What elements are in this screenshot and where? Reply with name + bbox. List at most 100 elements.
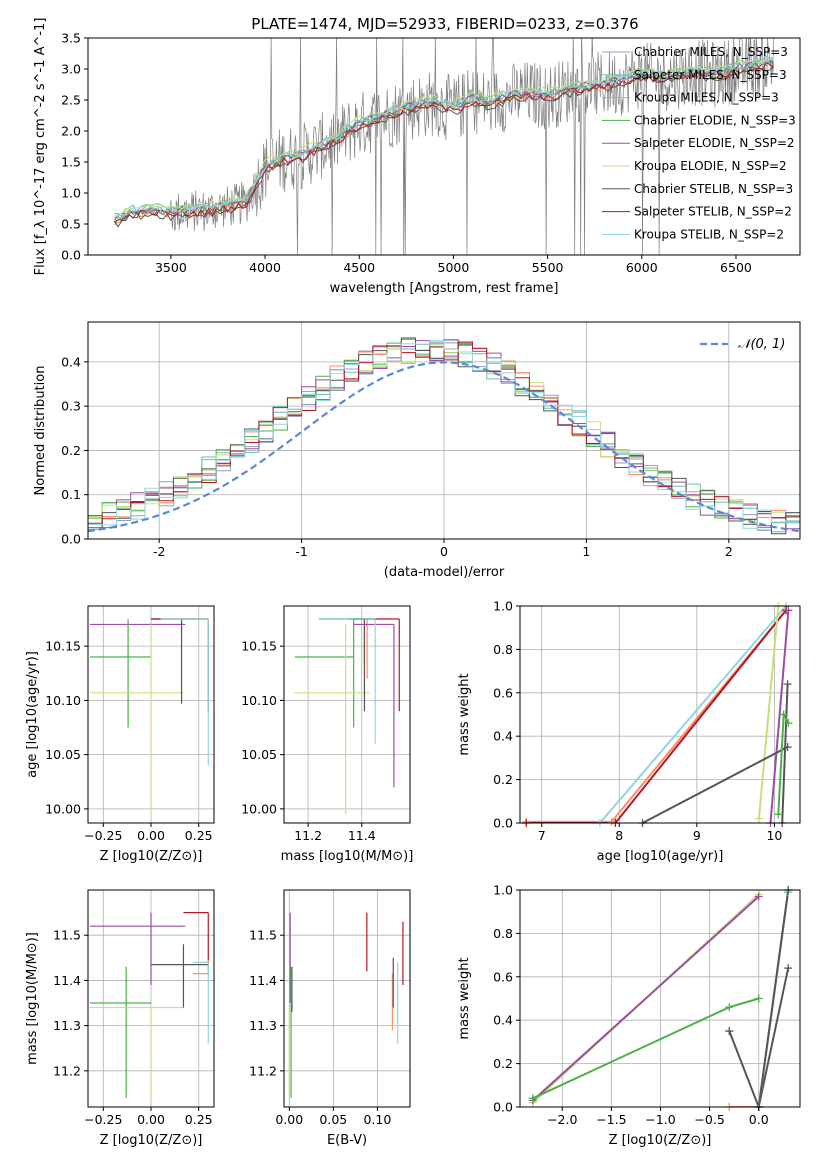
mass-weight-line	[599, 606, 787, 823]
y-tick-label: 0.2	[493, 1056, 513, 1071]
x-tick-label: 0.00	[275, 1112, 303, 1127]
x-tick-label: -2	[153, 544, 165, 559]
x-tick-label: 11.4	[348, 828, 376, 843]
y-tick-label: 1.0	[61, 186, 81, 201]
y-tick-label: 10.10	[241, 693, 277, 708]
legend-entry-label: Chabrier ELODIE, N_SSP=3	[634, 113, 796, 127]
spectrum-legend: Chabrier MILES, N_SSP=3 Salpeter MILES, N…	[602, 45, 796, 241]
x-tick-label: 0.25	[185, 1112, 213, 1127]
y-axis-label: mass [log10(M/M⊙)]	[25, 932, 40, 1065]
x-tick-label: 5000	[438, 260, 470, 275]
y-tick-label: 10.00	[241, 801, 277, 816]
x-tick-label: 11.2	[294, 828, 322, 843]
mass-weight-marker	[528, 1094, 537, 1103]
data-point-errorbar	[89, 1006, 184, 1098]
legend-entry-label: Chabrier STELIB, N_SSP=3	[634, 182, 793, 196]
residuals-plot-area	[88, 337, 800, 535]
data-point-errorbar	[151, 944, 209, 1008]
y-tick-label: 0.3	[61, 399, 81, 414]
mass-weight-marker	[784, 964, 793, 973]
figure-title: PLATE=1474, MJD=52933, FIBERID=0233, z=0…	[251, 15, 638, 33]
y-tick-label: 11.3	[53, 1018, 81, 1033]
x-axis-label: wavelength [Angstrom, rest frame]	[330, 281, 559, 296]
axes-frame	[87, 37, 801, 256]
y-tick-label: 0.5	[61, 217, 81, 232]
y-tick-label: 11.4	[53, 973, 81, 988]
y-axis-label: mass weight	[457, 673, 472, 755]
residual-histogram	[88, 341, 800, 524]
x-tick-label: 2	[725, 544, 733, 559]
x-tick-label: 3500	[155, 260, 187, 275]
y-tick-label: 3.0	[61, 62, 81, 77]
y-tick-label: 11.3	[249, 1018, 277, 1033]
y-tick-label: 2.5	[61, 93, 81, 108]
mass-weight-marker	[754, 994, 763, 1003]
mass-vs-Z-plot-area	[89, 912, 209, 1098]
normal-curve	[88, 361, 800, 533]
data-point-errorbar	[89, 966, 151, 1098]
mass-weight-marker	[784, 719, 793, 728]
y-tick-label: 10.05	[241, 747, 277, 762]
mass-weight-marker	[783, 743, 792, 752]
mass-weight-marker	[754, 892, 763, 901]
x-axis-label: age [log10(age/yr)]	[597, 849, 724, 864]
axes-frame	[283, 605, 411, 824]
x-axis-label: (data-model)/error	[384, 565, 505, 580]
mass-weight-line	[757, 890, 790, 1107]
mass-weight-line	[781, 684, 789, 823]
mass-weight-vs-age-panel: 7 8 9 10 0.0 0.2 0.4 0.6 0.8 1.0 age [log10(age/yr…	[457, 599, 801, 864]
y-tick-label: 10.05	[45, 747, 81, 762]
legend-entry-label: Salpeter STELIB, N_SSP=2	[634, 205, 792, 219]
y-tick-label: 10.10	[45, 693, 81, 708]
x-tick-label: −0.25	[84, 828, 122, 843]
x-axis-label: Z [log10(Z/Z⊙)]	[609, 1133, 712, 1148]
y-tick-label: 0.2	[493, 772, 513, 787]
x-tick-label: 8	[615, 828, 623, 843]
legend-entry-label: Kroupa ELODIE, N_SSP=2	[634, 159, 787, 173]
mass-weight-marker	[754, 814, 763, 823]
y-tick-label: 1.0	[493, 883, 513, 898]
x-tick-label: −2.0	[547, 1112, 577, 1127]
residual-histogram	[88, 340, 800, 529]
x-axis-label: E(B-V)	[327, 1133, 367, 1148]
data-point-errorbar	[294, 624, 370, 815]
mass-weight-line	[728, 967, 790, 1107]
y-tick-label: 11.5	[53, 928, 81, 943]
legend-entry-label: Chabrier MILES, N_SSP=3	[634, 45, 788, 59]
mass-vs-EBV-plot-area	[288, 912, 404, 1098]
x-tick-label: 0.25	[185, 828, 213, 843]
x-tick-label: −1.5	[596, 1112, 626, 1127]
data-point-errorbar	[89, 624, 184, 820]
y-tick-label: 0.0	[61, 248, 81, 263]
data-point-errorbar	[193, 961, 209, 1044]
mass-weight-vs-Z-panel: −2.0 −1.5 −1.0 −0.5 0.0 0.0 0.2 0.4 0.6 0.8 1.0 Z […	[457, 883, 801, 1148]
x-tick-label: 1	[582, 544, 590, 559]
observed-spectrum-line	[114, 38, 774, 255]
y-tick-label: 10.00	[45, 801, 81, 816]
mass-weight-marker	[774, 810, 783, 819]
model-spectrum-line	[114, 58, 774, 222]
data-point-errorbar	[89, 912, 186, 985]
x-tick-label: 0.0	[749, 1112, 769, 1127]
x-tick-label: 4500	[343, 260, 375, 275]
y-tick-label: 0.0	[493, 816, 513, 831]
x-axis-label: Z [log10(Z/Z⊙)]	[100, 1133, 203, 1148]
x-tick-label: 7	[538, 828, 546, 843]
y-axis-label: Flux [f_λ 10^-17 erg cm^-2 s^-1 A^-1]	[33, 18, 48, 276]
mass-vs-Z-panel: −0.25 0.00 0.25 11.2 11.3 11.4 11.5 Z [log10(Z/…	[25, 889, 215, 1148]
mass-weight-line	[526, 609, 787, 823]
x-tick-label: 10	[766, 828, 782, 843]
x-tick-label: -1	[295, 544, 307, 559]
data-point-errorbar	[89, 619, 151, 728]
data-point-errorbar	[353, 623, 395, 788]
residuals-panel: -2 -1 0 1 2 0.0 0.1 0.2 0.3 0.4 (data-model)/error…	[33, 321, 801, 580]
y-tick-label: 0.0	[493, 1100, 513, 1115]
mass-vs-EBV-panel: 0.00 0.05 0.10 11.2 11.3 11.4 11.5 E(B-V)	[249, 889, 411, 1148]
y-tick-label: 11.5	[249, 928, 277, 943]
y-tick-label: 11.2	[249, 1063, 277, 1078]
mass-weight-line	[642, 746, 789, 823]
mass-weight-marker	[779, 710, 788, 719]
model-spectrum-line	[114, 57, 774, 217]
age-vs-Z-panel: −0.25 0.00 0.25 10.00 10.05 10.10 10.15 Z [log1…	[25, 605, 215, 864]
mass-weight-line	[532, 895, 760, 1102]
